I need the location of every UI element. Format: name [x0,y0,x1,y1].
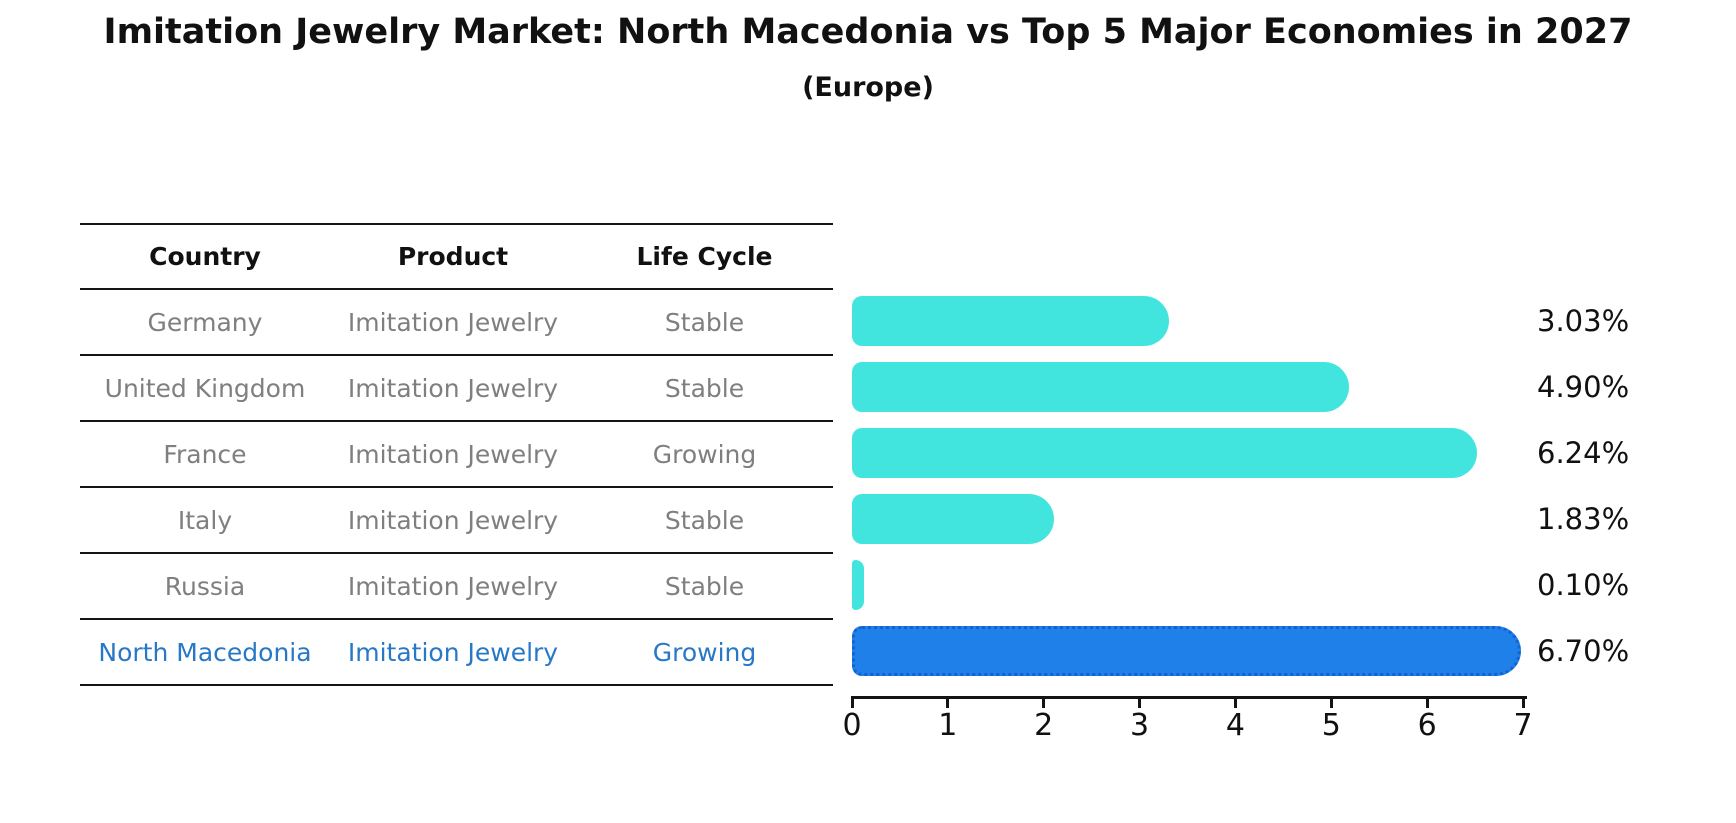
cell-product: Imitation Jewelry [347,571,559,601]
x-axis-tick-mark [850,699,854,708]
table-row: Germany Imitation Jewelry Stable [80,290,833,356]
bar-russia [852,560,864,610]
value-label: 0.10% [1537,568,1630,602]
cell-product: Imitation Jewelry [347,439,559,469]
cell-country: United Kingdom [104,373,306,403]
cell-country: North Macedonia [98,637,312,667]
cell-product: Imitation Jewelry [347,307,559,337]
x-axis-tick-label: 6 [1417,708,1437,743]
value-label: 3.03% [1537,304,1630,338]
table-row: France Imitation Jewelry Growing [80,422,833,488]
x-axis-tick-mark [1329,699,1333,708]
x-axis-tick-label: 5 [1321,708,1341,743]
bar-italy [852,494,1055,544]
cell-country: Russia [164,571,246,601]
cell-life-cycle: Growing [652,439,757,469]
cell-product: Imitation Jewelry [347,505,559,535]
bar-germany [852,296,1170,346]
cell-life-cycle: Growing [652,637,757,667]
x-axis-tick-label: 1 [938,708,958,743]
table-row: United Kingdom Imitation Jewelry Stable [80,356,833,422]
cell-life-cycle: Stable [664,373,745,403]
x-axis-tick-mark [1521,699,1525,708]
table-body: Germany Imitation Jewelry Stable United … [80,290,833,686]
chart-subtitle: (Europe) [802,72,934,103]
bar-united-kingdom [852,362,1349,412]
x-axis-tick-mark [1138,699,1142,708]
table-row: North Macedonia Imitation Jewelry Growin… [80,620,833,686]
cell-country: France [163,439,247,469]
cell-country: Italy [177,505,233,535]
cell-life-cycle: Stable [664,571,745,601]
x-axis-tick-label: 7 [1513,708,1533,743]
table-header-row: Country Product Life Cycle [80,225,833,290]
chart-title: Imitation Jewelry Market: North Macedoni… [103,12,1633,52]
table-header-product: Product [397,242,509,271]
cell-product: Imitation Jewelry [347,373,559,403]
info-table: Country Product Life Cycle Germany Imita… [80,223,833,686]
x-axis-tick-mark [1425,699,1429,708]
x-axis-tick-mark [946,699,950,708]
x-axis-tick-label: 2 [1034,708,1054,743]
x-axis-tick-label: 0 [842,708,862,743]
cell-product: Imitation Jewelry [347,637,559,667]
table-header-life-cycle: Life Cycle [636,242,773,271]
value-label: 1.83% [1537,502,1630,536]
value-label: 6.24% [1537,436,1630,470]
cell-country: Germany [147,307,263,337]
value-label: 6.70% [1537,634,1630,668]
x-axis-line [851,696,1527,699]
bar-north-macedonia [852,626,1522,676]
x-axis-tick-label: 3 [1130,708,1150,743]
x-axis-tick-label: 4 [1225,708,1245,743]
x-axis-tick-mark [1042,699,1046,708]
cell-life-cycle: Stable [664,307,745,337]
table-header-country: Country [149,242,261,271]
bar-france [852,428,1478,478]
table-row: Russia Imitation Jewelry Stable [80,554,833,620]
cell-life-cycle: Stable [664,505,745,535]
table-row: Italy Imitation Jewelry Stable [80,488,833,554]
value-label: 4.90% [1537,370,1630,404]
x-axis-tick-mark [1233,699,1237,708]
